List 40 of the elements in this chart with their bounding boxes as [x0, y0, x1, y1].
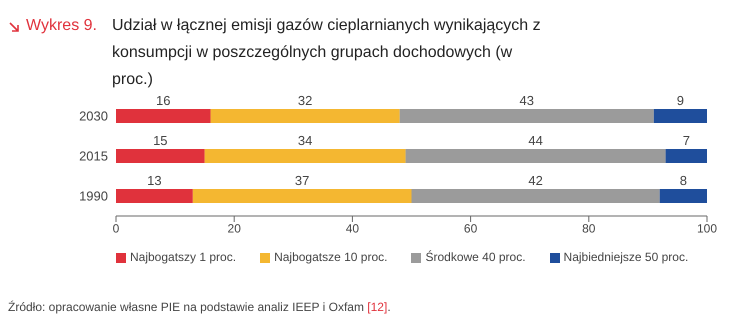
data-label: 15	[153, 133, 168, 148]
x-tick-label: 100	[696, 222, 718, 236]
legend-label: Środkowe 40 proc.	[425, 250, 526, 264]
y-tick-label: 1990	[79, 188, 108, 204]
data-label: 13	[147, 173, 162, 188]
bar	[406, 149, 666, 163]
x-tick-label: 60	[464, 222, 478, 236]
text: Źródło: opracowanie własne PIE na podstawie analiz IEEP i Oxfam [12].	[8, 300, 391, 314]
data-label: 42	[528, 173, 543, 188]
x-tick-label: 0	[112, 222, 120, 236]
bar	[116, 109, 211, 123]
legend-label: Najbogatsze 10 proc.	[274, 250, 388, 264]
data-label: 44	[528, 133, 543, 148]
x-tick-label: 40	[346, 222, 360, 236]
bar	[660, 189, 707, 203]
x-tick-label: 20	[228, 222, 242, 236]
bar	[116, 149, 205, 163]
data-label: 16	[156, 93, 171, 108]
chart-subtitle: Udział w łącznej emisji gazów cieplarnianych wynikających z konsumpcji w poszczególnych grupach dochodowych (w proc.)	[112, 16, 542, 90]
data-label: 34	[298, 133, 312, 148]
bar	[666, 149, 707, 163]
y-tick-label: 2015	[79, 148, 108, 164]
data-label: 43	[520, 93, 534, 108]
data-label: 8	[680, 173, 687, 188]
data-label: 7	[682, 133, 690, 148]
data-label: 32	[298, 93, 312, 108]
bar	[400, 109, 654, 123]
chart-title: Wykres 9.	[26, 16, 97, 36]
y-tick-label: 2030	[79, 108, 108, 124]
legend-label: Najbiedniejsze 50 proc.	[564, 250, 688, 264]
data-label: 37	[294, 173, 310, 188]
legend-label: Najbogatszy 1 proc.	[130, 250, 236, 264]
bar	[204, 149, 406, 163]
bar	[192, 189, 412, 203]
bar	[210, 109, 400, 123]
x-tick-label: 80	[582, 222, 596, 236]
bar	[412, 189, 660, 203]
bar	[116, 189, 193, 203]
bar	[654, 109, 707, 123]
data-label: 9	[676, 93, 684, 108]
